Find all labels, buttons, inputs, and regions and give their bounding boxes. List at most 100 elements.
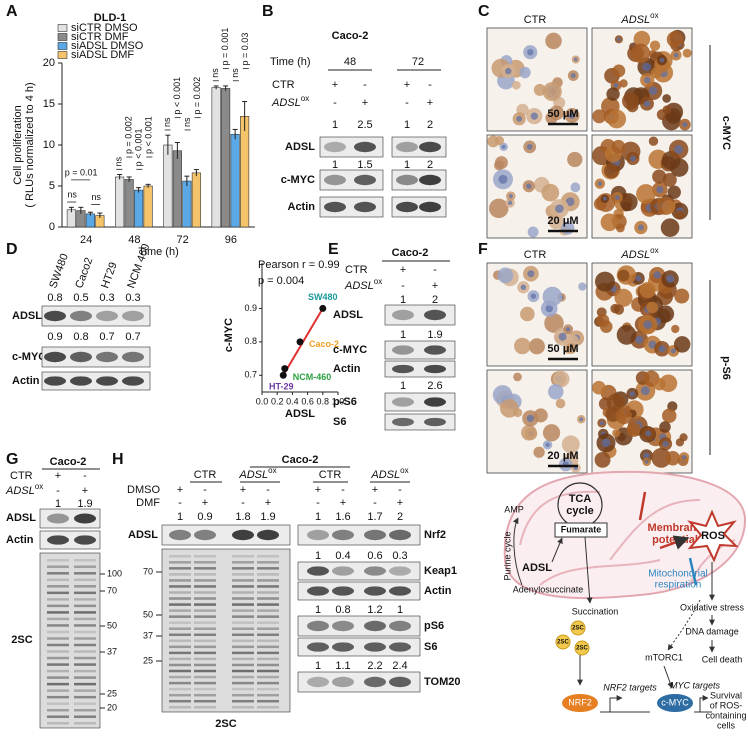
gel-band	[169, 645, 191, 649]
gel-band	[47, 572, 69, 575]
gene-name: ADSL	[344, 280, 374, 292]
gel-band	[169, 567, 191, 570]
gel-band	[257, 609, 279, 612]
gel-band	[47, 591, 69, 595]
blot-label: c-MYC	[281, 174, 315, 186]
cell	[636, 184, 656, 204]
gel-band	[74, 702, 96, 705]
band	[324, 141, 346, 153]
cell	[511, 80, 521, 90]
cell	[659, 374, 678, 393]
blot-label: c-MYC	[12, 351, 46, 363]
gel	[39, 552, 101, 729]
band	[392, 345, 414, 355]
blot-label: c-MYC	[333, 344, 367, 356]
lane-label: 0.9	[197, 511, 212, 523]
nucleus	[508, 193, 513, 199]
band	[419, 174, 441, 186]
overexpression-label: ADSLox	[5, 482, 43, 497]
gel-band	[74, 695, 96, 699]
error-bar	[78, 206, 84, 214]
superscript: ox	[650, 246, 658, 255]
node-label: mTORC1	[645, 652, 683, 662]
error-bar	[184, 175, 190, 186]
lane-label: +	[177, 484, 183, 496]
node-label: containing	[705, 710, 746, 720]
cell	[666, 31, 684, 48]
marker-label: 25	[143, 655, 153, 665]
gel-band	[169, 675, 191, 679]
promoter	[600, 698, 650, 713]
node-label: Purine cycle	[502, 531, 512, 580]
gel-band	[194, 573, 216, 576]
lane-label: 0.8	[47, 292, 62, 304]
lane-label: +	[427, 97, 433, 109]
x-tick-label: 96	[225, 234, 237, 246]
gel-band	[257, 651, 279, 655]
cell	[513, 372, 522, 382]
lane-label: 2	[397, 511, 403, 523]
lane-label: 0.6	[367, 550, 382, 562]
gel-band	[194, 633, 216, 637]
gel-band	[232, 639, 254, 643]
nucleus	[648, 340, 657, 349]
gel-band	[194, 639, 216, 643]
y-axis-label: c-MYC	[223, 318, 235, 352]
error-bar	[165, 134, 171, 155]
cell	[604, 163, 619, 179]
band	[392, 364, 414, 374]
nucleus	[555, 204, 564, 213]
gel-band	[74, 637, 96, 640]
band	[324, 201, 346, 213]
cell	[527, 226, 539, 238]
cell	[514, 337, 531, 355]
nucleus	[682, 121, 688, 128]
node-label: Adenylosuccinate	[513, 584, 584, 594]
column-label: CTR	[524, 14, 547, 26]
lane-label: -	[341, 484, 345, 496]
cell	[670, 158, 689, 177]
lane-label: -	[178, 497, 182, 509]
node-label: NRF2 targets	[603, 682, 657, 692]
lane-label: 1.8	[235, 511, 250, 523]
node-label: potential	[652, 534, 698, 546]
annotation: Pearson r = 0.99	[258, 259, 340, 271]
significance-label: p < 0.001	[172, 77, 182, 115]
gel-band	[257, 633, 279, 637]
blot-label: Actin	[288, 201, 316, 213]
gel-band	[169, 657, 191, 661]
gel-band	[257, 621, 279, 624]
band	[389, 586, 411, 596]
gel-band	[232, 603, 254, 606]
marker-label: 70	[107, 585, 117, 595]
condition-label: DMF	[136, 497, 160, 509]
cell-line: Caco-2	[282, 454, 319, 466]
gel-band	[47, 695, 69, 699]
gel-band	[232, 651, 254, 655]
lane-label: -	[241, 497, 245, 509]
band	[307, 529, 329, 541]
cell	[541, 183, 560, 202]
metabolite-label: 2SC	[572, 626, 584, 632]
lane-label: -	[203, 484, 207, 496]
cell	[662, 172, 677, 187]
overexpression-label: ADSLox	[271, 94, 309, 109]
gel-band	[194, 615, 216, 618]
lane-label: +	[332, 79, 338, 91]
cell	[652, 169, 667, 184]
lane-label: -	[83, 470, 87, 482]
lane-label: 2.4	[392, 660, 407, 672]
gel-band	[169, 669, 191, 673]
node-label: MYC targets	[670, 680, 721, 690]
node-label: DNA damage	[685, 626, 739, 636]
gel-band	[257, 693, 279, 697]
cell	[662, 105, 672, 115]
gel-band	[74, 598, 96, 601]
marker-label: 100	[107, 568, 122, 578]
lane-label: +	[372, 484, 378, 496]
arrow	[663, 665, 673, 689]
superscript: ox	[650, 11, 658, 20]
lane-label: -	[401, 280, 405, 292]
node-label: AMP	[504, 504, 524, 514]
